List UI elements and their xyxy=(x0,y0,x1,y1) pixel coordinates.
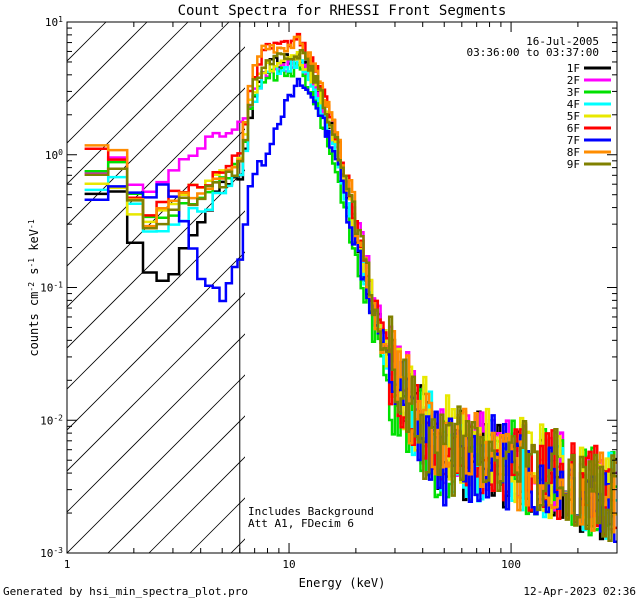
chart-title: Count Spectra for RHESSI Front Segments xyxy=(178,3,507,19)
hatch-line xyxy=(67,251,245,431)
hatch-line xyxy=(148,456,245,553)
x-tick-label: 100 xyxy=(501,558,521,571)
series-9F xyxy=(84,48,617,542)
hatch-line xyxy=(67,22,189,144)
hatch-line xyxy=(67,46,245,226)
y-tick-label: 100 xyxy=(45,147,63,162)
y-axis-label: counts cm-2 s-1 keV-1 xyxy=(27,219,42,356)
y-label-exp1: -2 xyxy=(27,282,36,292)
series-group xyxy=(84,32,617,543)
series-8F xyxy=(84,35,617,534)
legend-label: 8F xyxy=(567,146,580,159)
y-tick-label: 10-1 xyxy=(40,280,63,295)
legend-label: 3F xyxy=(567,86,580,99)
annotation-attenuator: Att A1, FDecim 6 xyxy=(248,517,354,530)
generated-by-footer: Generated by hsi_min_spectra_plot.pro xyxy=(3,585,249,598)
y-label-counts: counts cm xyxy=(27,292,41,357)
axes: 1 10 100 10-3 10-2 10-1 100 101 xyxy=(40,15,618,571)
hatch-line xyxy=(67,210,245,390)
annotation-background: Includes Background xyxy=(248,505,374,518)
date-label: 16-Jul-2005 xyxy=(526,35,599,48)
hatch-line xyxy=(67,128,245,308)
hatch-line xyxy=(67,169,245,349)
legend-label: 2F xyxy=(567,74,580,87)
x-axis-label: Energy (keV) xyxy=(299,576,386,590)
hatch-line xyxy=(67,87,245,267)
x-tick-label: 10 xyxy=(282,558,295,571)
legend-label: 5F xyxy=(567,110,580,123)
y-label-kev: keV xyxy=(27,229,41,258)
legend-label: 6F xyxy=(567,122,580,135)
legend-label: 7F xyxy=(567,134,580,147)
y-label-s: s xyxy=(27,268,41,282)
legend-label: 1F xyxy=(567,62,580,75)
hatch-line xyxy=(67,374,245,553)
hatch-line xyxy=(107,415,245,553)
y-label-exp2: -1 xyxy=(27,258,36,268)
y-tick-label: 10-3 xyxy=(40,546,63,561)
y-tick-label: 10-2 xyxy=(40,413,63,428)
x-tick-label: 1 xyxy=(64,558,71,571)
time-range-label: 03:36:00 to 03:37:00 xyxy=(467,46,599,59)
hatch-line xyxy=(67,22,230,185)
y-label-exp3: -1 xyxy=(27,219,36,229)
excluded-region-hatch xyxy=(67,22,245,553)
hatch-line xyxy=(67,333,245,513)
legend-label: 9F xyxy=(567,158,580,171)
timestamp-footer: 12-Apr-2023 02:36 xyxy=(523,585,636,598)
y-tick-label: 101 xyxy=(45,15,63,30)
legend-label: 4F xyxy=(567,98,580,111)
hatch-line xyxy=(67,292,245,472)
